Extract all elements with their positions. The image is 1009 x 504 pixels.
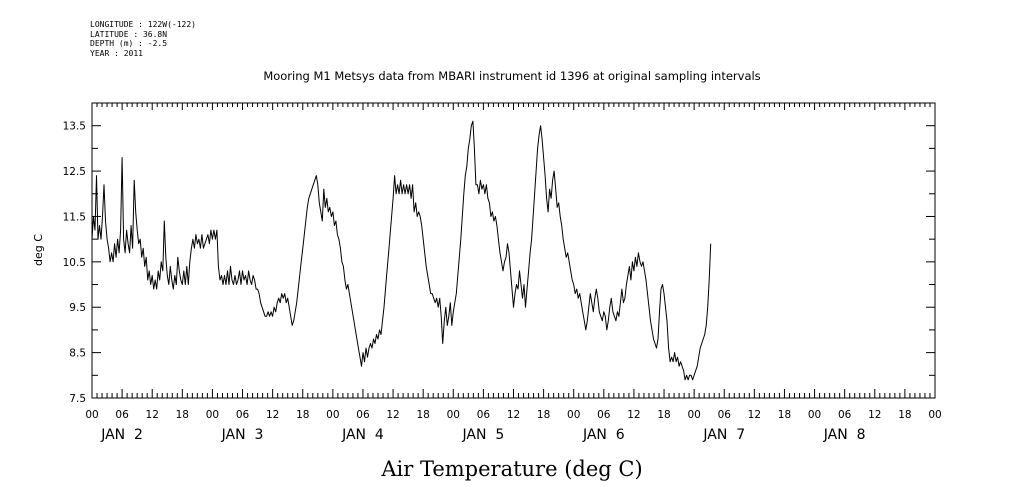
- y-axis-label: deg C: [32, 234, 45, 266]
- x-tick-label: 00: [326, 409, 339, 421]
- y-tick-label: 12.5: [63, 166, 86, 178]
- y-tick-label: 9.5: [69, 302, 86, 314]
- depth-text: DEPTH (m) : -2.5: [90, 39, 168, 48]
- day-label: JAN 2: [100, 427, 143, 443]
- plot-frame: [91, 102, 936, 399]
- x-tick-label: 06: [597, 409, 611, 421]
- y-tick-label: 11.5: [63, 211, 86, 223]
- x-tick-label: 18: [176, 409, 189, 421]
- day-label: JAN 7: [702, 427, 745, 443]
- day-label: JAN 8: [823, 427, 866, 443]
- x-tick-label: 18: [657, 409, 670, 421]
- y-tick-label: 10.5: [63, 257, 86, 269]
- x-tick-label: 12: [627, 409, 640, 421]
- x-tick-label: 00: [206, 409, 219, 421]
- longitude-text: LONGITUDE : 122W(-122): [90, 20, 196, 29]
- x-tick-label: 18: [537, 409, 550, 421]
- x-tick-label: 06: [356, 409, 370, 421]
- x-tick-label: 00: [808, 409, 821, 421]
- year-text: YEAR : 2011: [90, 48, 143, 58]
- x-tick-label: 06: [838, 409, 852, 421]
- x-tick-label: 12: [868, 409, 881, 421]
- mooring-metadata: LONGITUDE : 122W(-122) LATITUDE : 36.8N …: [90, 20, 196, 58]
- x-tick-label: 18: [898, 409, 911, 421]
- x-tick-label: 12: [507, 409, 520, 421]
- x-tick-label: 18: [296, 409, 309, 421]
- x-tick-label: 18: [778, 409, 791, 421]
- temperature-series-line: [91, 120, 712, 381]
- x-axis: 00 06 12 18 00 06 12 18 00 06 12 18 00 06 12 18 00 06 12 18…: [85, 103, 942, 443]
- day-label: JAN 5: [462, 427, 505, 443]
- y-tick-label: 8.5: [69, 348, 86, 360]
- x-tick-label: 12: [748, 409, 761, 421]
- series-group: [91, 120, 712, 381]
- x-tick-label: 00: [447, 409, 460, 421]
- x-tick-label: 06: [236, 409, 250, 421]
- x-tick-label: 00: [928, 409, 941, 421]
- x-tick-label: 00: [85, 409, 98, 421]
- x-tick-label: 12: [146, 409, 159, 421]
- day-label: JAN 6: [582, 427, 625, 443]
- x-tick-label: 12: [266, 409, 279, 421]
- y-tick-label: 13.5: [63, 121, 86, 133]
- day-label: JAN 4: [341, 427, 384, 443]
- x-tick-label: 00: [567, 409, 580, 421]
- y-axis: 7.5 8.5 9.5 10.5 11.5 12.5 13.5: [63, 102, 935, 405]
- x-tick-label: 18: [416, 409, 429, 421]
- day-label: JAN 3: [221, 427, 264, 443]
- x-tick-label: 06: [115, 409, 129, 421]
- chart-title: Mooring M1 Metsys data from MBARI instru…: [263, 69, 760, 83]
- x-tick-label: 12: [386, 409, 399, 421]
- x-tick-label: 06: [718, 409, 732, 421]
- latitude-text: LATITUDE : 36.8N: [90, 29, 168, 39]
- x-tick-label: 00: [687, 409, 700, 421]
- y-tick-label: 7.5: [69, 393, 86, 405]
- x-tick-label: 06: [477, 409, 491, 421]
- x-axis-label: Air Temperature (deg C): [380, 457, 642, 481]
